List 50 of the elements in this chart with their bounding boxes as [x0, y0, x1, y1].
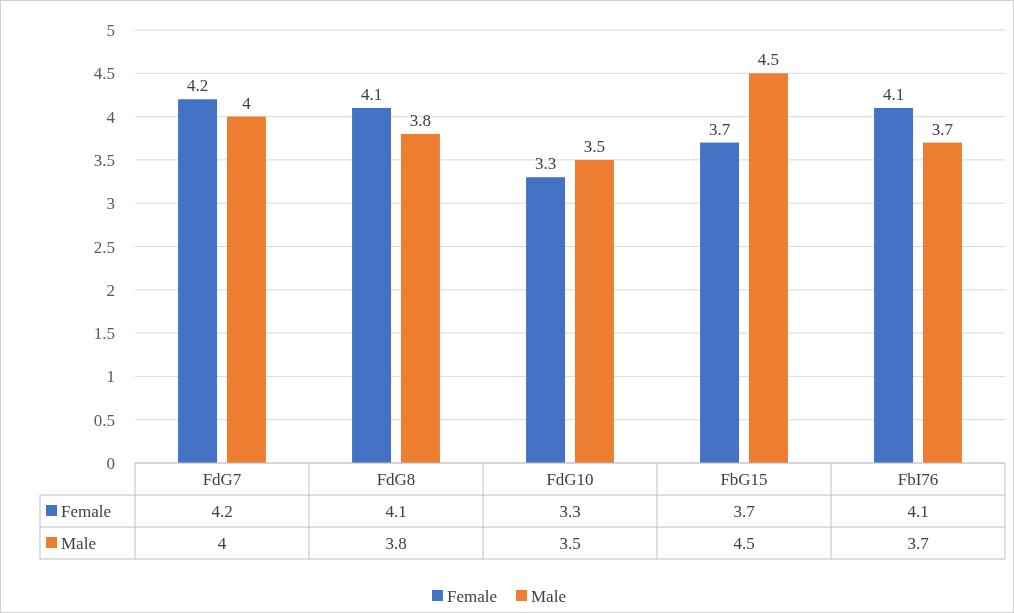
bar	[922, 142, 962, 463]
x-tick-label: FdG8	[376, 470, 416, 489]
data-label: 4.1	[907, 502, 929, 521]
annotation: 4.1	[360, 84, 383, 104]
bar	[226, 116, 266, 463]
x-tick-label: FbG15	[720, 470, 768, 489]
y-tick-label: 0	[106, 454, 115, 473]
annotation: 3.5	[583, 136, 606, 156]
y-tick-label: 2	[106, 280, 115, 300]
bar	[352, 107, 392, 463]
bar	[700, 142, 740, 463]
bar	[178, 99, 218, 463]
x-tick-label: FdG7	[202, 470, 242, 489]
y-tick-label: 5	[106, 21, 115, 40]
y-tick-label: 3	[106, 194, 115, 214]
bar	[574, 159, 614, 463]
annotation: 4.2	[186, 76, 209, 96]
data-label: 3.7	[733, 502, 756, 521]
bar	[526, 177, 566, 463]
y-tick-label: 2.5	[93, 237, 115, 257]
data-label: 3.3	[559, 502, 581, 521]
annotation: 3.8	[409, 110, 432, 130]
data-label: 3.8	[385, 534, 407, 553]
annotation: 3.7	[931, 119, 954, 139]
x-tick-label: FdG10	[546, 470, 594, 489]
bar	[400, 133, 440, 463]
annotation: 3.3	[534, 154, 557, 174]
bar	[874, 107, 914, 463]
bar	[748, 73, 788, 463]
legend-label: Female	[61, 502, 112, 521]
y-tick-label: 1.5	[93, 324, 115, 344]
legend-label: Male	[531, 587, 566, 606]
annotation: 3.7	[708, 119, 731, 139]
annotation: 4	[242, 93, 252, 113]
y-tick-label: 4	[106, 107, 116, 127]
text: Male	[61, 534, 96, 553]
y-tick-label: 3.5	[93, 150, 115, 170]
data-label: 3.7	[907, 534, 930, 553]
data-label: 4.1	[385, 502, 407, 521]
x-tick-label: FbI76	[897, 470, 939, 489]
annotation: 4.5	[757, 50, 780, 70]
text: Female	[447, 587, 498, 606]
data-label: 4.5	[733, 534, 755, 553]
data-label: 3.5	[559, 534, 581, 553]
data-label: 4.2	[211, 502, 233, 521]
y-tick-label: 4.5	[93, 64, 115, 84]
y-tick-label: 1	[106, 367, 115, 387]
y-tick-label: 0.5	[93, 410, 115, 430]
annotation: 4.1	[882, 84, 905, 104]
data-label: 4	[217, 534, 227, 553]
